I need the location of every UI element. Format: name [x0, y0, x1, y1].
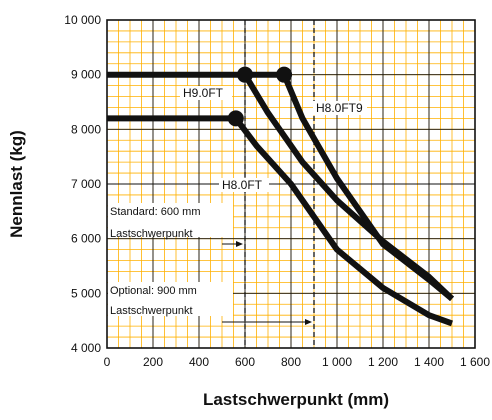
x-axis-title: Lastschwerpunkt (mm)	[203, 390, 389, 409]
annotation-text: Lastschwerpunkt	[110, 228, 193, 240]
annotation-arrowhead	[305, 319, 312, 325]
x-tick-label: 1 400	[414, 355, 444, 369]
series-label-bg	[219, 178, 269, 192]
y-tick-label: 10 000	[64, 13, 101, 27]
annotation-text: Optional: 900 mm	[110, 285, 197, 297]
x-tick-label: 200	[143, 355, 163, 369]
x-tick-labels: 0 200 400 600 800 1 000 1 200 1 400 1 600	[104, 355, 491, 369]
series-markers	[227, 66, 293, 127]
series-marker-h80ft9	[276, 66, 293, 83]
y-axis-title: Nennlast (kg)	[7, 130, 26, 238]
series-marker-h90ft	[237, 66, 253, 83]
x-tick-label: 600	[235, 355, 255, 369]
series-labels: H8.0FT H9.0FT H8.0FT9	[180, 86, 367, 192]
y-tick-label: 9 000	[71, 68, 101, 82]
x-tick-label: 1 600	[460, 355, 490, 369]
series-label-bg	[180, 86, 232, 100]
x-tick-label: 800	[281, 355, 301, 369]
series-label-h80ft: H8.0FT	[222, 178, 263, 192]
series-marker-h80ft	[227, 110, 244, 127]
x-tick-label: 0	[104, 355, 111, 369]
series-label-h80ft9: H8.0FT9	[316, 101, 363, 115]
annotations: Standard: 600 mm Lastschwerpunkt Optional:…	[108, 203, 312, 325]
y-tick-label: 8 000	[71, 122, 101, 136]
series-label-h90ft: H9.0FT	[183, 86, 224, 100]
y-tick-labels: 4 000 5 000 6 000 7 000 8 000 9 000 10 000	[64, 13, 101, 355]
annotation-arrowhead	[236, 241, 243, 247]
x-tick-label: 1 200	[368, 355, 398, 369]
series-label-bg	[313, 101, 367, 115]
annotation-box	[108, 282, 233, 316]
y-tick-label: 5 000	[71, 286, 101, 300]
x-tick-label: 1 000	[322, 355, 352, 369]
annotation-box	[108, 203, 233, 237]
y-tick-label: 6 000	[71, 232, 101, 246]
y-tick-label: 7 000	[71, 177, 101, 191]
annotation-text: Standard: 600 mm	[110, 206, 201, 218]
y-tick-label: 4 000	[71, 341, 101, 355]
x-tick-label: 400	[189, 355, 209, 369]
annotation-text: Lastschwerpunkt	[110, 305, 193, 317]
plot-frame	[106, 19, 476, 349]
